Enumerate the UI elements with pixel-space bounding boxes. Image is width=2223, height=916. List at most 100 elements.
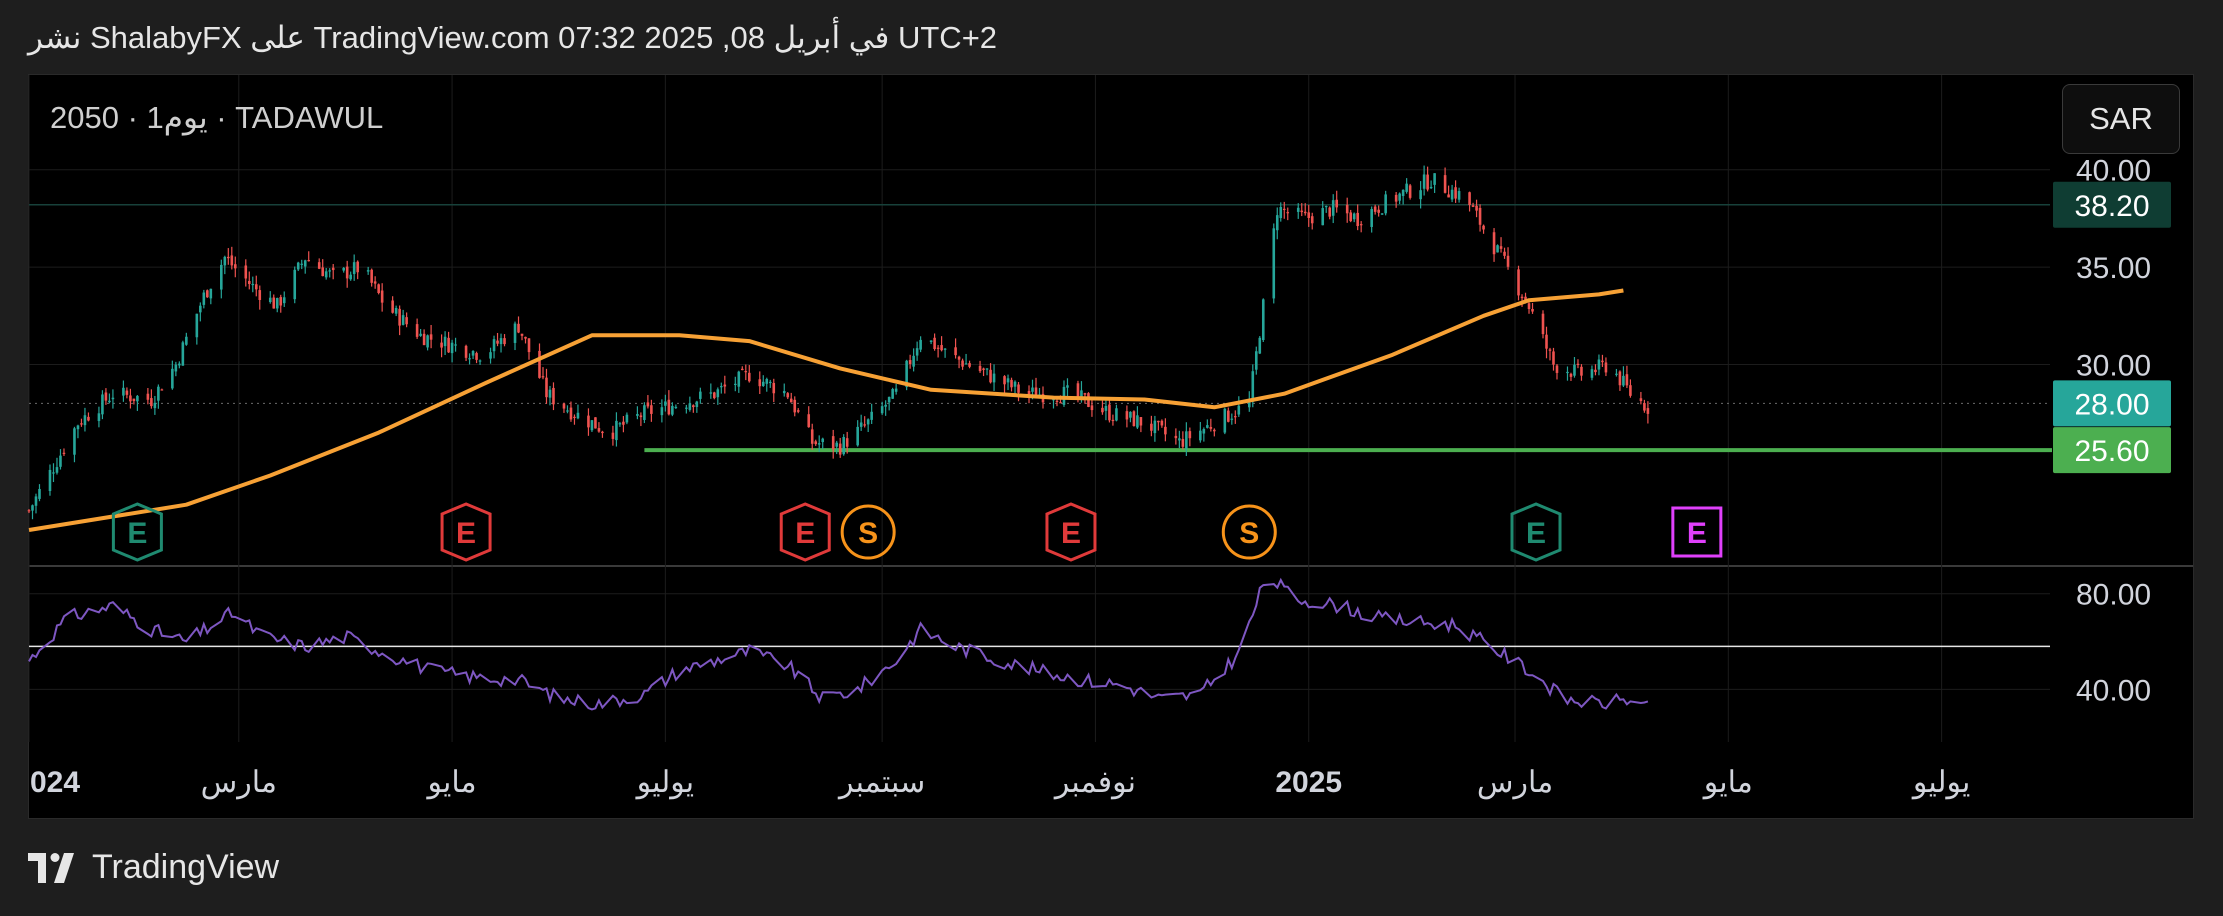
candle-down	[1548, 349, 1552, 351]
candle-down	[244, 265, 248, 279]
candle-down	[646, 402, 650, 407]
candle-up	[1384, 194, 1387, 214]
candle-down	[132, 398, 136, 401]
candle-down	[1310, 216, 1314, 224]
candle-down	[1426, 174, 1429, 190]
candle-down	[1227, 410, 1230, 422]
candle-up	[685, 407, 688, 409]
candle-up	[884, 404, 887, 407]
tradingview-logo[interactable]: TradingView	[28, 848, 279, 887]
candle-up	[38, 488, 41, 499]
candle-down	[1471, 205, 1475, 207]
candle-up	[856, 426, 859, 446]
candle-down	[838, 443, 842, 455]
currency-button[interactable]: SAR	[2062, 84, 2180, 154]
candle-down	[1643, 403, 1646, 411]
candle-down	[1492, 232, 1496, 255]
candle-down	[573, 416, 576, 418]
candle-up	[1006, 378, 1010, 383]
candle-up	[1279, 207, 1283, 219]
candle-down	[814, 441, 818, 445]
price-axis-tick: 35.00	[2076, 252, 2151, 285]
candle-down	[464, 345, 468, 358]
candle-down	[961, 360, 964, 367]
candle-down	[377, 284, 380, 293]
candle-down	[440, 342, 443, 348]
candle-up	[48, 469, 52, 491]
candle-up	[275, 297, 279, 309]
candle-down	[1527, 303, 1531, 310]
candle-down	[1408, 185, 1412, 198]
candle-down	[1625, 374, 1629, 386]
candle-up	[576, 412, 580, 419]
candle-up	[300, 263, 304, 265]
candle-down	[622, 421, 625, 425]
candle-up	[870, 411, 873, 420]
candle-down	[227, 256, 230, 259]
candle-up	[1080, 390, 1083, 398]
time-axis-tick: سبتمبر	[837, 766, 925, 800]
candle-down	[1157, 420, 1160, 423]
candle-down	[936, 347, 940, 349]
candle-down	[594, 417, 597, 429]
candle-up	[178, 363, 181, 366]
candle-up	[737, 371, 741, 387]
candle-down	[279, 297, 283, 306]
oscillator-axis-tick: 80.00	[2076, 579, 2151, 612]
candle-up	[1261, 299, 1265, 340]
candle-up	[636, 414, 639, 416]
candle-up	[296, 262, 300, 270]
candle-down	[845, 438, 849, 447]
candle-up	[1496, 245, 1499, 253]
time-axis-tick: نوفمبر	[1053, 766, 1136, 800]
candle-down	[1443, 175, 1447, 193]
earnings-marker-icon	[1510, 502, 1562, 562]
candle-down	[62, 452, 66, 454]
candle-up	[111, 397, 115, 400]
time-axis-tick: 024	[30, 766, 80, 799]
candle-down	[160, 389, 164, 391]
candle-down	[345, 266, 349, 279]
candle-down	[989, 369, 992, 383]
candle-down	[415, 324, 419, 337]
candle-down	[1373, 206, 1377, 212]
candle-up	[699, 391, 702, 399]
candle-up	[303, 260, 307, 267]
candle-up	[1597, 359, 1601, 370]
candle-up	[761, 381, 765, 386]
candle-down	[1328, 207, 1332, 217]
candle-down	[373, 281, 377, 284]
candle-up	[426, 335, 429, 348]
candle-down	[611, 432, 615, 439]
candle-up	[618, 423, 622, 425]
chart-frame[interactable]	[28, 74, 2194, 819]
candle-up	[943, 348, 947, 350]
time-axis-tick: 2025	[1275, 766, 1342, 799]
candle-up	[251, 283, 255, 286]
candle-up	[835, 442, 839, 447]
candle-up	[352, 262, 356, 274]
candle-down	[1517, 269, 1520, 296]
candle-up	[1254, 351, 1258, 370]
candle-up	[293, 269, 297, 300]
candle-up	[157, 386, 160, 401]
candle-down	[1174, 435, 1178, 439]
candle-down	[807, 414, 811, 428]
candle-up	[1622, 375, 1625, 386]
candle-down	[1576, 363, 1580, 366]
candle-down	[391, 300, 394, 313]
candle-up	[1433, 173, 1436, 185]
candle-down	[524, 336, 527, 339]
candle-down	[1055, 400, 1059, 402]
candle-down	[793, 399, 797, 413]
candle-up	[136, 395, 139, 402]
split-marker-icon	[840, 504, 896, 560]
candle-up	[1296, 207, 1300, 212]
candle-down	[789, 398, 793, 403]
candle-up	[915, 348, 919, 356]
candle-down	[1524, 296, 1527, 302]
candle-up	[1013, 381, 1017, 387]
candle-up	[964, 363, 968, 365]
candle-down	[1468, 192, 1471, 205]
